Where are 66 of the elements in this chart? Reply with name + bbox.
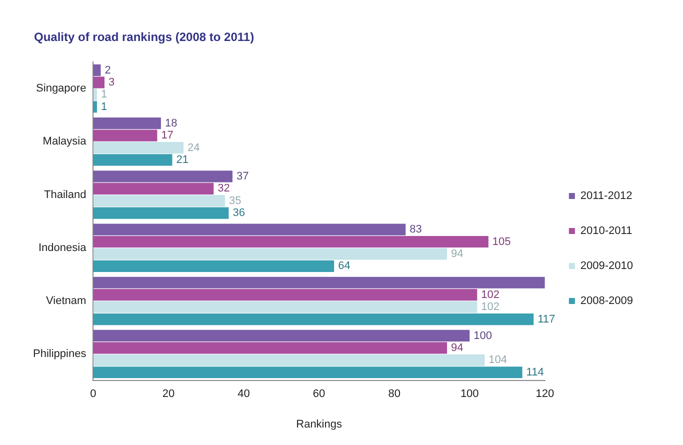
data-label: 17 [161,130,174,142]
data-label: 1 [100,100,108,113]
data-label: 102 [481,288,500,301]
chart-title: Quality of road rankings (2008 to 2011) [34,30,254,44]
data-label: 114 [526,366,544,378]
bar [93,248,448,260]
bar [93,224,406,236]
legend-label: 2010-2011 [580,225,632,238]
data-label: 36 [232,207,245,220]
bar [93,236,488,248]
data-label: 94 [451,342,464,354]
legend-label: 2011-2012 [580,190,632,202]
legend-label: 2009-2010 [580,260,634,272]
x-tick-label: 20 [162,388,175,400]
bar [93,289,478,301]
bar [93,313,534,326]
data-label: 104 [488,354,508,366]
data-label: 18 [164,117,178,130]
bar [93,154,172,166]
data-label: 35 [228,194,242,207]
y-tick-label: Malaysia [42,136,88,148]
data-label: 37 [236,170,249,182]
bar [93,301,478,313]
x-tick-label: 40 [238,388,250,400]
data-label: 2 [104,64,111,76]
data-label: 83 [410,224,422,236]
bar [93,207,229,219]
x-tick-label: 120 [536,388,554,400]
bar [93,130,158,142]
bar [93,276,545,288]
bar [93,366,522,378]
data-label: 105 [492,236,511,248]
y-tick-label: Philippines [33,348,87,360]
bar [93,182,214,194]
y-tick-label: Thailand [44,188,86,201]
data-label: 1 [100,88,108,101]
bar [93,76,104,88]
data-label: 64 [338,260,350,272]
bar [93,342,448,354]
data-label: 94 [451,248,464,260]
y-tick-label: Singapore [36,82,86,95]
bar [93,260,334,272]
x-tick-label: 0 [90,388,96,400]
bar [93,64,101,76]
bar [93,118,161,130]
data-label: 24 [188,142,200,154]
bar [93,354,485,366]
x-tick-label: 80 [388,388,400,400]
x-axis-title: Rankings [296,418,342,430]
bar [93,101,97,113]
y-tick-label: Indonesia [38,242,88,254]
data-label: 100 [474,330,492,342]
data-label: 102 [481,301,500,314]
bar [93,170,232,182]
data-label: 3 [108,76,115,88]
data-label: 117 [538,313,556,326]
data-label: 21 [176,154,188,166]
bar [93,142,184,154]
x-tick-label: 100 [460,388,479,400]
bar [93,88,97,100]
bar [93,330,470,342]
x-tick-label: 60 [312,388,326,400]
legend-label: 2008-2009 [580,295,634,308]
y-tick-label: Vietnam [46,294,86,307]
data-label: 32 [218,182,230,195]
bar [93,195,225,207]
